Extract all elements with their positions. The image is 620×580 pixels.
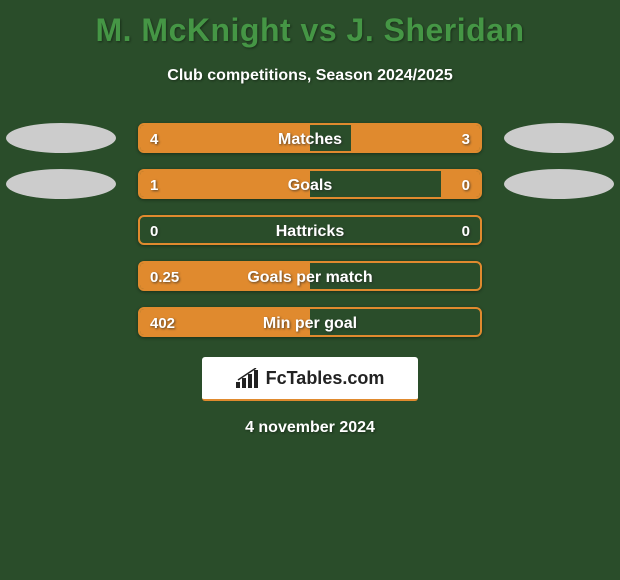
stat-row: 402Min per goal [0, 307, 620, 337]
bar-track: 1Goals0 [138, 169, 482, 199]
subtitle: Club competitions, Season 2024/2025 [0, 67, 620, 85]
chart-icon [236, 368, 260, 388]
stats-container: 4Matches31Goals00Hattricks00.25Goals per… [0, 123, 620, 337]
value-right: 0 [462, 171, 470, 199]
bar-track: 4Matches3 [138, 123, 482, 153]
player-ellipse-right [504, 123, 614, 153]
brand-box: FcTables.com [202, 357, 418, 401]
value-right: 0 [462, 217, 470, 245]
value-right: 3 [462, 125, 470, 153]
page-title: M. McKnight vs J. Sheridan [0, 0, 620, 49]
bar-track: 402Min per goal [138, 307, 482, 337]
player-ellipse-right [504, 169, 614, 199]
stat-row: 0Hattricks0 [0, 215, 620, 245]
stat-row: 0.25Goals per match [0, 261, 620, 291]
stat-label: Min per goal [140, 309, 480, 337]
stat-row: 1Goals0 [0, 169, 620, 199]
stat-label: Matches [140, 125, 480, 153]
stat-label: Hattricks [140, 217, 480, 245]
bar-track: 0Hattricks0 [138, 215, 482, 245]
brand-text: FcTables.com [266, 368, 385, 389]
stat-label: Goals [140, 171, 480, 199]
stat-row: 4Matches3 [0, 123, 620, 153]
date-label: 4 november 2024 [0, 419, 620, 437]
bar-track: 0.25Goals per match [138, 261, 482, 291]
player-ellipse-left [6, 169, 116, 199]
stat-label: Goals per match [140, 263, 480, 291]
player-ellipse-left [6, 123, 116, 153]
